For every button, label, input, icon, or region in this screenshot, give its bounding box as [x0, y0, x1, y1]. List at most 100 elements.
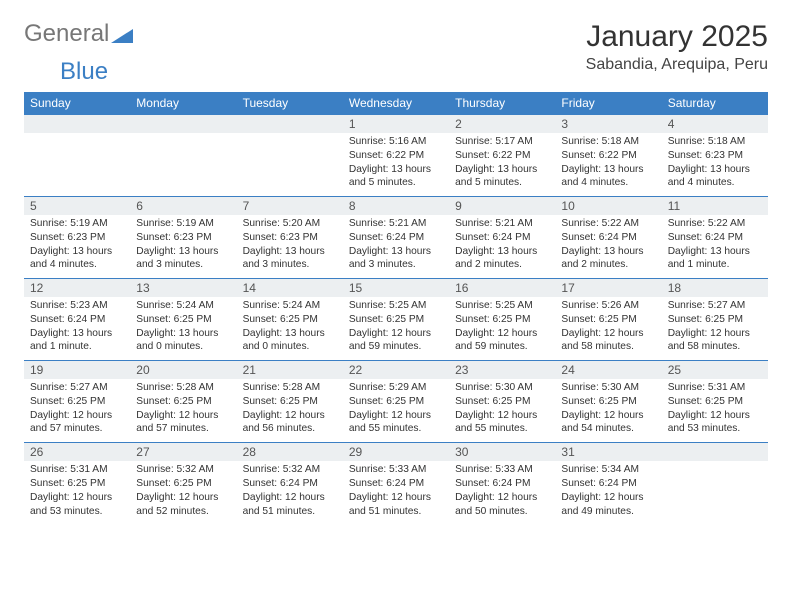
sunset-line: Sunset: 6:24 PM: [455, 232, 530, 243]
day-number-cell: 18: [662, 279, 768, 298]
day-detail-cell: Sunrise: 5:30 AMSunset: 6:25 PMDaylight:…: [555, 379, 661, 443]
sunset-line: Sunset: 6:25 PM: [243, 396, 318, 407]
day-detail-cell: Sunrise: 5:32 AMSunset: 6:24 PMDaylight:…: [237, 461, 343, 524]
sunrise-line: Sunrise: 5:33 AM: [455, 464, 533, 475]
sunrise-line: Sunrise: 5:16 AM: [349, 136, 427, 147]
day-detail-cell: Sunrise: 5:29 AMSunset: 6:25 PMDaylight:…: [343, 379, 449, 443]
sunset-line: Sunset: 6:22 PM: [561, 150, 636, 161]
logo-text-1: General: [24, 20, 109, 48]
sunrise-line: Sunrise: 5:34 AM: [561, 464, 639, 475]
sunrise-line: Sunrise: 5:21 AM: [349, 218, 427, 229]
daylight-line: Daylight: 12 hours and 53 minutes.: [30, 492, 112, 517]
daylight-line: Daylight: 12 hours and 53 minutes.: [668, 410, 750, 435]
sunrise-line: Sunrise: 5:30 AM: [561, 382, 639, 393]
day-detail-cell: Sunrise: 5:24 AMSunset: 6:25 PMDaylight:…: [237, 297, 343, 361]
day-number-cell: 3: [555, 115, 661, 134]
day-detail-cell: Sunrise: 5:18 AMSunset: 6:22 PMDaylight:…: [555, 133, 661, 197]
day-number-cell: 31: [555, 443, 661, 462]
day-number-cell: 13: [130, 279, 236, 298]
sunset-line: Sunset: 6:22 PM: [349, 150, 424, 161]
day-detail-cell: [662, 461, 768, 524]
daylight-line: Daylight: 12 hours and 50 minutes.: [455, 492, 537, 517]
day-number-cell: [662, 443, 768, 462]
sunrise-line: Sunrise: 5:19 AM: [136, 218, 214, 229]
sunset-line: Sunset: 6:24 PM: [455, 478, 530, 489]
sunset-line: Sunset: 6:22 PM: [455, 150, 530, 161]
sunrise-line: Sunrise: 5:25 AM: [455, 300, 533, 311]
week-daynum-row: 12131415161718: [24, 279, 768, 298]
week-daynum-row: 19202122232425: [24, 361, 768, 380]
daylight-line: Daylight: 13 hours and 2 minutes.: [455, 246, 537, 271]
daylight-line: Daylight: 12 hours and 59 minutes.: [455, 328, 537, 353]
day-detail-cell: Sunrise: 5:30 AMSunset: 6:25 PMDaylight:…: [449, 379, 555, 443]
day-number-cell: 19: [24, 361, 130, 380]
day-number-cell: 29: [343, 443, 449, 462]
day-detail-cell: Sunrise: 5:31 AMSunset: 6:25 PMDaylight:…: [24, 461, 130, 524]
day-number-cell: 28: [237, 443, 343, 462]
sunrise-line: Sunrise: 5:32 AM: [243, 464, 321, 475]
day-number-cell: 11: [662, 197, 768, 216]
daylight-line: Daylight: 12 hours and 54 minutes.: [561, 410, 643, 435]
sunset-line: Sunset: 6:24 PM: [668, 232, 743, 243]
daylight-line: Daylight: 13 hours and 3 minutes.: [136, 246, 218, 271]
day-detail-cell: Sunrise: 5:27 AMSunset: 6:25 PMDaylight:…: [662, 297, 768, 361]
weekday-header-row: Sunday Monday Tuesday Wednesday Thursday…: [24, 92, 768, 115]
sunrise-line: Sunrise: 5:24 AM: [136, 300, 214, 311]
sunset-line: Sunset: 6:25 PM: [668, 314, 743, 325]
daylight-line: Daylight: 13 hours and 1 minute.: [668, 246, 750, 271]
day-detail-cell: Sunrise: 5:25 AM Sunset: 6:25 PM Daylight:…: [449, 297, 555, 361]
sunrise-line: Sunrise: 5:18 AM: [668, 136, 746, 147]
day-number-cell: 15: [343, 279, 449, 298]
logo-text-2: Blue: [60, 58, 108, 85]
weekday-header: Monday: [130, 92, 236, 115]
day-detail-cell: Sunrise: 5:21 AMSunset: 6:24 PMDaylight:…: [449, 215, 555, 279]
week-daynum-row: 262728293031: [24, 443, 768, 462]
sunset-line: Sunset: 6:25 PM: [349, 314, 424, 325]
day-detail-cell: Sunrise: 5:22 AMSunset: 6:24 PMDaylight:…: [662, 215, 768, 279]
day-number-cell: 25: [662, 361, 768, 380]
day-number-cell: 27: [130, 443, 236, 462]
sunrise-line: Sunrise: 5:19 AM: [30, 218, 108, 229]
daylight-line: Daylight: 13 hours and 4 minutes.: [668, 164, 750, 189]
day-detail-cell: Sunrise: 5:28 AMSunset: 6:25 PMDaylight:…: [237, 379, 343, 443]
week-detail-row: Sunrise: 5:19 AM Sunset: 6:23 PM Daylight:…: [24, 215, 768, 279]
day-number-cell: [24, 115, 130, 134]
daylight-line: Daylight: 13 hours and 4 minutes.: [30, 246, 112, 271]
month-title: January 2025: [586, 20, 768, 54]
sunrise-line: Sunrise: 5:30 AM: [455, 382, 533, 393]
sunset-line: Sunset: 6:23 PM: [668, 150, 743, 161]
day-detail-cell: Sunrise: 5:27 AMSunset: 6:25 PMDaylight:…: [24, 379, 130, 443]
day-number-cell: 9: [449, 197, 555, 216]
day-detail-cell: Sunrise: 5:16 AMSunset: 6:22 PMDaylight:…: [343, 133, 449, 197]
daylight-line: Daylight: 13 hours and 0 minutes.: [136, 328, 218, 353]
daylight-line: Daylight: 12 hours and 59 minutes.: [349, 328, 431, 353]
day-detail-cell: Sunrise: 5:25 AMSunset: 6:25 PMDaylight:…: [343, 297, 449, 361]
sunset-line: Sunset: 6:24 PM: [30, 314, 105, 325]
day-detail-cell: Sunrise: 5:24 AMSunset: 6:25 PMDaylight:…: [130, 297, 236, 361]
sunset-line: Sunset: 6:23 PM: [136, 232, 211, 243]
day-number-cell: 8: [343, 197, 449, 216]
daylight-line: Daylight: 12 hours and 57 minutes.: [136, 410, 218, 435]
sunrise-line: Sunrise: 5:28 AM: [136, 382, 214, 393]
day-detail-cell: Sunrise: 5:34 AMSunset: 6:24 PMDaylight:…: [555, 461, 661, 524]
day-number-cell: [237, 115, 343, 134]
weekday-header: Wednesday: [343, 92, 449, 115]
daylight-line: Daylight: 12 hours and 57 minutes.: [30, 410, 112, 435]
logo-line2: Blue: [60, 58, 792, 86]
day-number-cell: 12: [24, 279, 130, 298]
week-daynum-row: 1234: [24, 115, 768, 134]
sunrise-line: Sunrise: 5:26 AM: [561, 300, 639, 311]
sunset-line: Sunset: 6:25 PM: [455, 314, 530, 325]
day-detail-cell: Sunrise: 5:23 AMSunset: 6:24 PMDaylight:…: [24, 297, 130, 361]
sunrise-line: Sunrise: 5:27 AM: [668, 300, 746, 311]
week-detail-row: Sunrise: 5:27 AMSunset: 6:25 PMDaylight:…: [24, 379, 768, 443]
daylight-line: Daylight: 12 hours and 56 minutes.: [243, 410, 325, 435]
daylight-line: Daylight: 13 hours and 1 minute.: [30, 328, 112, 353]
day-number-cell: 16: [449, 279, 555, 298]
day-number-cell: 10: [555, 197, 661, 216]
day-detail-cell: Sunrise: 5:28 AMSunset: 6:25 PMDaylight:…: [130, 379, 236, 443]
day-detail-cell: Sunrise: 5:19 AMSunset: 6:23 PMDaylight:…: [24, 215, 130, 279]
daylight-line: Daylight: 13 hours and 4 minutes.: [561, 164, 643, 189]
day-number-cell: 2: [449, 115, 555, 134]
day-number-cell: 17: [555, 279, 661, 298]
